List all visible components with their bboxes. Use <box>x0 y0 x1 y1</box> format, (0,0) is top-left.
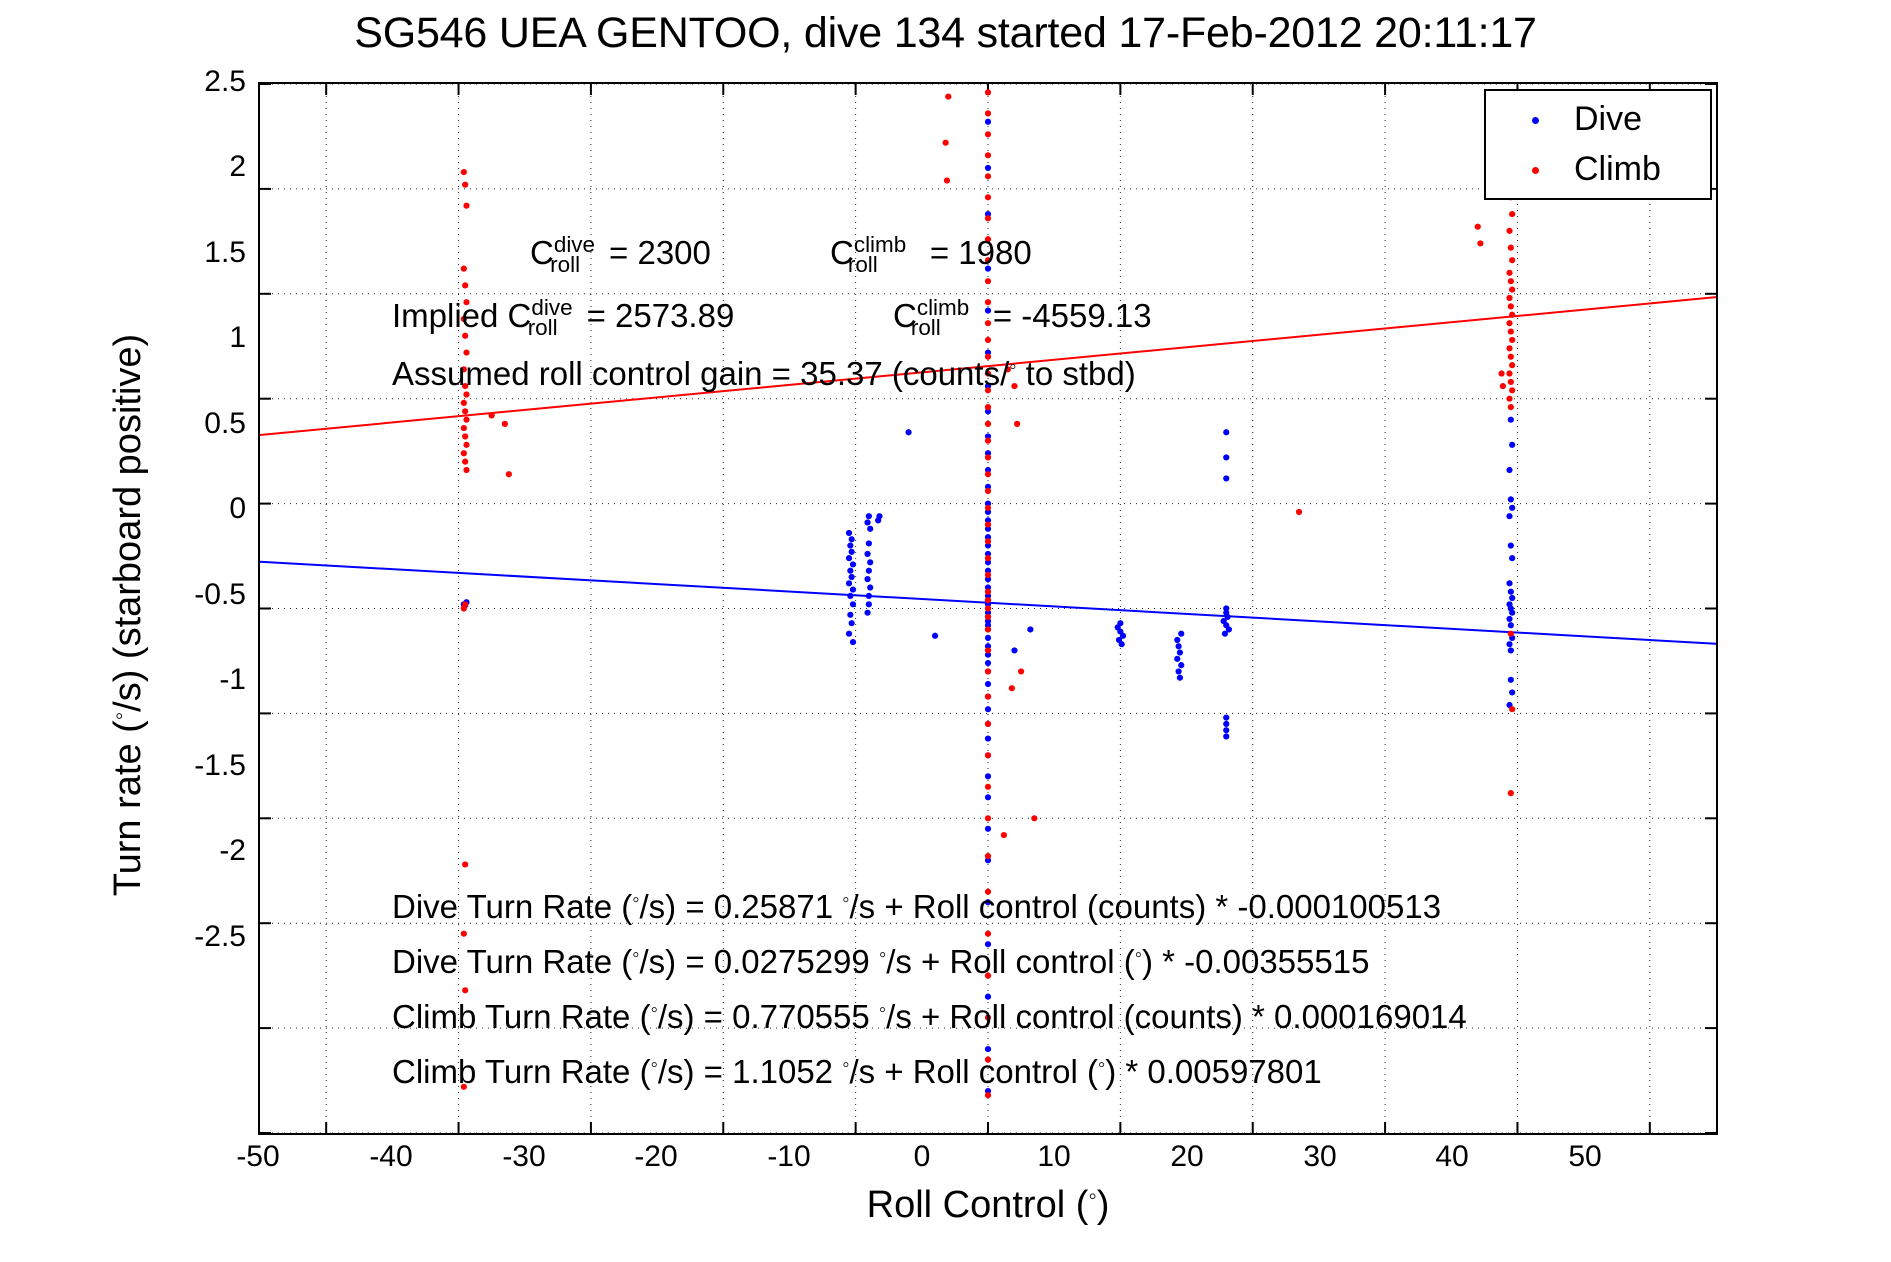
degree-symbol-icon: ◦ <box>842 1053 850 1076</box>
degree-symbol-icon: ◦ <box>632 943 640 966</box>
page-title: SG546 UEA GENTOO, dive 134 started 17-Fe… <box>354 9 1537 57</box>
xtick-label-20: 20 <box>1170 1140 1204 1173</box>
degree-symbol-icon: ◦ <box>1097 1053 1106 1076</box>
xtick-label-50: 50 <box>1568 1140 1602 1173</box>
xtick-label--30: -30 <box>502 1140 546 1173</box>
degree-symbol-icon: ◦ <box>842 888 850 911</box>
degree-symbol-icon: ◦ <box>105 711 132 721</box>
tick-marks <box>260 84 1716 1133</box>
legend-marker-dive <box>1532 117 1539 124</box>
ytick-label--2: -2 <box>219 834 246 867</box>
equation-climb-counts: Climb Turn Rate (◦/s) = 0.770555 ◦/s + R… <box>392 998 1467 1035</box>
ytick-label-0: 0 <box>229 492 246 525</box>
equation-climb-degrees: Climb Turn Rate (◦/s) = 1.1052 ◦/s + Rol… <box>392 1053 1322 1090</box>
xtick-label-10: 10 <box>1037 1140 1071 1173</box>
legend-label-climb: Climb <box>1574 150 1661 188</box>
legend-label-dive: Dive <box>1574 100 1643 138</box>
xtick-label--20: -20 <box>634 1140 678 1173</box>
fit-line <box>260 296 1716 436</box>
xtick-label-0: 0 <box>913 1140 931 1173</box>
ytick-label-2: 2 <box>229 150 246 183</box>
x-axis-label: Roll Control (◦) <box>866 1182 1110 1226</box>
xtick-label-40: 40 <box>1435 1140 1469 1173</box>
ytick-label-1: 1 <box>229 321 246 354</box>
annotation-c-roll-climb: Cclimbroll = 1980 <box>830 232 1032 277</box>
ytick-label-0.5: 0.5 <box>204 407 246 440</box>
degree-symbol-icon: ◦ <box>878 943 887 966</box>
degree-symbol-icon: ◦ <box>650 998 658 1021</box>
xtick-label--40: -40 <box>369 1140 413 1173</box>
degree-symbol-icon: ◦ <box>632 888 640 911</box>
degree-symbol-icon: ◦ <box>1088 1182 1097 1209</box>
chart-svg <box>260 84 1716 1133</box>
annotation-c-roll-dive: Cdiveroll = 2300 <box>530 232 711 277</box>
ytick-label--1.5: -1.5 <box>194 749 246 782</box>
degree-symbol-icon: ◦ <box>650 1053 658 1076</box>
legend-item-climb[interactable]: Climb <box>1486 147 1714 197</box>
y-axis-label: Turn rate (◦/s) (starboard positive) <box>105 333 149 897</box>
ytick-label--1: -1 <box>219 663 246 696</box>
degree-symbol-icon: ◦ <box>1134 943 1142 966</box>
xtick-label--10: -10 <box>767 1140 811 1173</box>
legend-marker-climb <box>1532 167 1539 174</box>
ytick-label-2.5: 2.5 <box>204 65 246 98</box>
annotation-implied-dive: Implied Cdiveroll = 2573.89 <box>392 295 735 340</box>
degree-symbol-icon: ◦ <box>1009 355 1017 378</box>
equation-dive-counts: Dive Turn Rate (◦/s) = 0.25871 ◦/s + Rol… <box>392 888 1442 925</box>
plot-area <box>258 82 1718 1135</box>
legend-item-dive[interactable]: Dive <box>1486 97 1714 147</box>
annotation-implied-climb: Cclimbroll = -4559.13 <box>893 295 1152 340</box>
equation-dive-degrees: Dive Turn Rate (◦/s) = 0.0275299 ◦/s + R… <box>392 943 1370 980</box>
x-axis-label-text: Roll Control ( <box>866 1184 1089 1226</box>
ytick-label--2.5: -2.5 <box>194 920 246 953</box>
xtick-label--50: -50 <box>236 1140 280 1173</box>
ytick-label-1.5: 1.5 <box>204 236 246 269</box>
ytick-label--0.5: -0.5 <box>194 578 246 611</box>
series-climb <box>460 89 1516 1099</box>
legend: Dive Climb <box>1484 89 1712 200</box>
annotation-roll-control-gain: Assumed roll control gain = 35.37 (count… <box>392 355 1136 392</box>
xtick-label-30: 30 <box>1303 1140 1337 1173</box>
degree-symbol-icon: ◦ <box>878 998 887 1021</box>
